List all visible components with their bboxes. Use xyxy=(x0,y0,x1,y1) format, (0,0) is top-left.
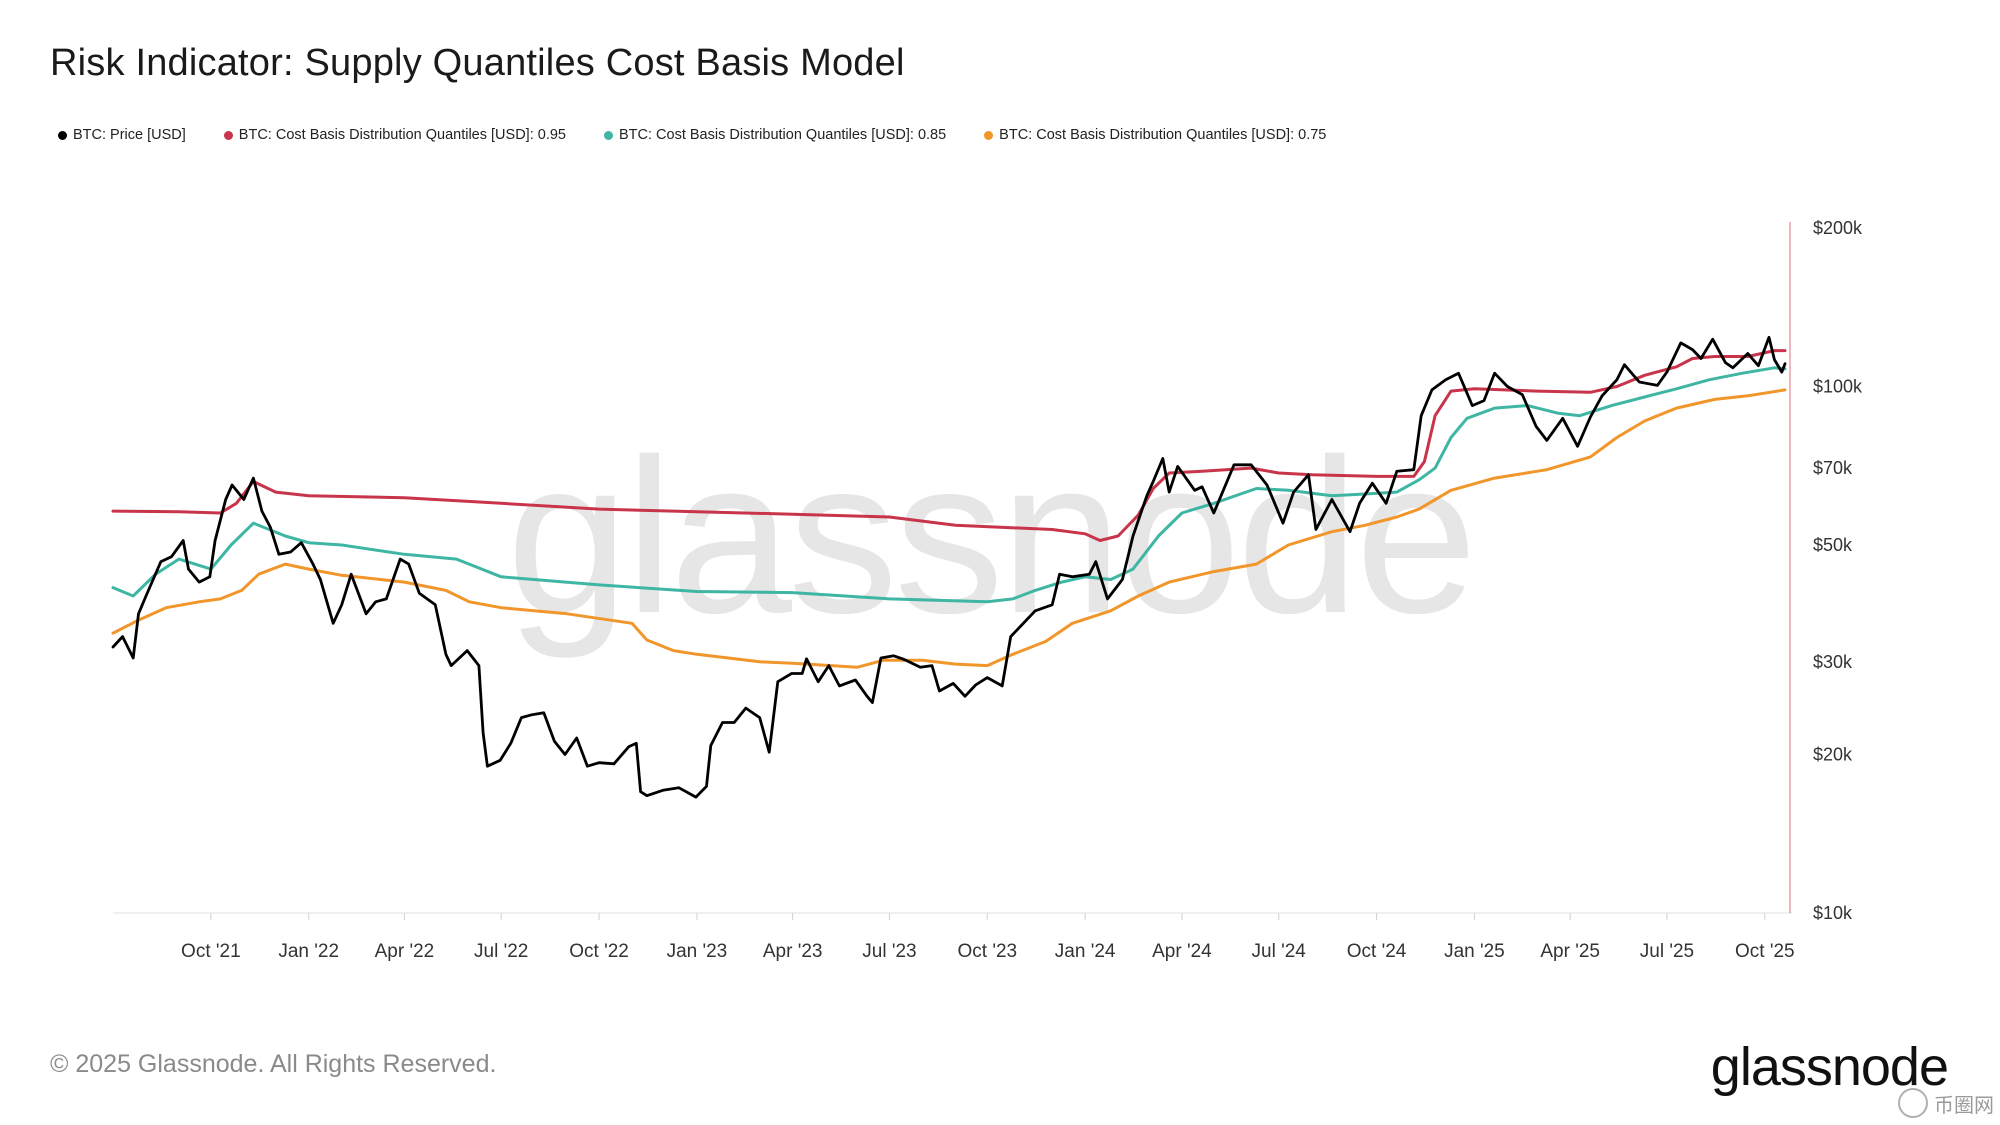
legend-item-price[interactable]: BTC: Price [USD] xyxy=(58,127,186,143)
corner-watermark-badge: 币圈网 xyxy=(1898,1088,1994,1118)
legend-label-q95: BTC: Cost Basis Distribution Quantiles [… xyxy=(238,127,566,143)
legend-item-q95[interactable]: BTC: Cost Basis Distribution Quantiles [… xyxy=(223,127,566,143)
legend-item-q85[interactable]: BTC: Cost Basis Distribution Quantiles [… xyxy=(603,127,947,143)
legend-dot-q75 xyxy=(984,130,994,140)
series-lines xyxy=(111,335,1787,799)
x-tick-label: Apr '25 xyxy=(1540,941,1600,962)
legend-item-q75[interactable]: BTC: Cost Basis Distribution Quantiles [… xyxy=(984,127,1326,143)
y-tick-label: $10k xyxy=(1813,903,1853,923)
y-tick-label: $200k xyxy=(1813,218,1863,238)
x-tick-label: Oct '21 xyxy=(181,941,241,962)
series-line-price xyxy=(111,335,1787,799)
legend-dot-q85 xyxy=(603,130,613,140)
copyright-footer: © 2025 Glassnode. All Rights Reserved. xyxy=(50,1050,497,1078)
legend-dot-price xyxy=(58,130,67,140)
x-tick-label: Jan '25 xyxy=(1444,941,1505,962)
x-tick-label: Apr '23 xyxy=(763,941,823,962)
y-tick-label: $50k xyxy=(1813,535,1853,555)
badge-text: 币圈网 xyxy=(1934,1094,1994,1117)
badge-logo-icon xyxy=(1898,1088,1928,1118)
chart-title: Risk Indicator: Supply Quantiles Cost Ba… xyxy=(50,42,905,84)
series-line-q85 xyxy=(111,366,1787,604)
x-tick-label: Jul '23 xyxy=(862,941,916,962)
series-line-q95 xyxy=(111,349,1787,542)
legend-dot-q95 xyxy=(223,130,233,140)
x-tick-label: Oct '24 xyxy=(1347,941,1407,962)
legend-label-q85: BTC: Cost Basis Distribution Quantiles [… xyxy=(618,127,947,143)
glassnode-logo: glassnode xyxy=(1710,1037,1949,1097)
glassnode-watermark: glassnode xyxy=(507,413,1474,659)
y-axis: $10k $20k $30k $50k $70k $100k $200k xyxy=(1789,218,1863,923)
y-tick-label: $100k xyxy=(1813,376,1863,396)
x-axis: Oct '21 Jan '22 Apr '22 Jul '22 Oct '22 Jan '… xyxy=(113,912,1795,962)
x-tick-label: Jan '24 xyxy=(1055,941,1116,962)
x-tick-label: Jul '24 xyxy=(1252,941,1307,962)
legend-label-q75: BTC: Cost Basis Distribution Quantiles [… xyxy=(999,127,1327,143)
x-tick-label: Jul '25 xyxy=(1640,941,1694,962)
y-tick-label: $30k xyxy=(1813,652,1853,672)
series-line-q75 xyxy=(111,388,1787,669)
x-tick-label: Jul '22 xyxy=(474,941,528,962)
x-tick-label: Jan '23 xyxy=(667,941,728,962)
x-tick-label: Oct '22 xyxy=(569,941,629,962)
x-tick-label: Apr '24 xyxy=(1152,941,1212,962)
x-tick-label: Oct '25 xyxy=(1735,941,1795,962)
x-tick-label: Jan '22 xyxy=(278,941,339,962)
x-tick-label: Oct '23 xyxy=(957,941,1017,962)
chart-legend: BTC: Price [USD] BTC: Cost Basis Distrib… xyxy=(58,127,1364,143)
y-tick-label: $20k xyxy=(1813,745,1853,765)
x-tick-label: Apr '22 xyxy=(375,941,435,962)
y-tick-label: $70k xyxy=(1813,458,1853,478)
legend-label-price: BTC: Price [USD] xyxy=(73,127,186,143)
